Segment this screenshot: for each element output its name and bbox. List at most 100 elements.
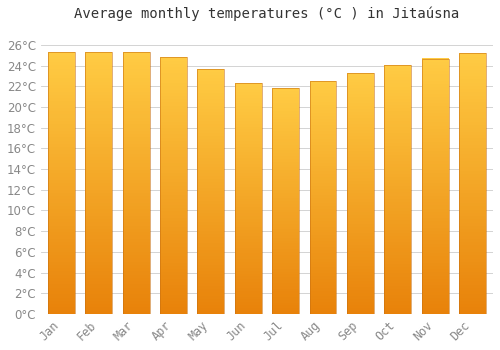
Bar	[459, 53, 486, 57]
Bar	[160, 118, 187, 121]
Bar	[347, 293, 374, 296]
Bar	[384, 254, 411, 258]
Bar	[384, 264, 411, 267]
Bar	[384, 280, 411, 283]
Bar	[310, 104, 336, 107]
Bar	[123, 274, 150, 278]
Bar	[235, 288, 262, 291]
Bar	[459, 281, 486, 285]
Bar	[160, 182, 187, 186]
Bar	[160, 279, 187, 282]
Bar	[459, 239, 486, 242]
Bar	[272, 173, 299, 176]
Bar	[86, 278, 112, 281]
Bar	[86, 114, 112, 118]
Bar	[347, 287, 374, 290]
Bar	[48, 140, 75, 144]
Bar	[384, 177, 411, 180]
Bar	[384, 152, 411, 155]
Bar	[198, 286, 224, 289]
Bar	[198, 197, 224, 201]
Bar	[198, 250, 224, 253]
Bar	[347, 85, 374, 88]
Bar	[459, 131, 486, 135]
Bar	[310, 215, 336, 218]
Bar	[123, 55, 150, 59]
Bar	[235, 138, 262, 141]
Bar	[48, 206, 75, 209]
Bar	[310, 224, 336, 227]
Bar	[86, 268, 112, 271]
Bar	[347, 241, 374, 245]
Bar	[310, 235, 336, 238]
Bar	[48, 245, 75, 248]
Bar	[198, 148, 224, 152]
Bar	[459, 135, 486, 138]
Bar	[347, 253, 374, 257]
Bar	[48, 72, 75, 75]
Bar	[347, 73, 374, 76]
Bar	[459, 275, 486, 278]
Bar	[235, 224, 262, 228]
Bar	[160, 234, 187, 237]
Bar	[310, 308, 336, 311]
Bar	[198, 69, 224, 72]
Bar	[48, 121, 75, 124]
Bar	[86, 88, 112, 92]
Bar	[123, 131, 150, 134]
Bar	[310, 192, 336, 195]
Bar	[272, 302, 299, 306]
Bar	[384, 276, 411, 280]
Bar	[160, 102, 187, 106]
Bar	[235, 271, 262, 274]
Bar	[123, 193, 150, 196]
Bar	[459, 148, 486, 151]
Bar	[422, 275, 448, 279]
Bar	[422, 301, 448, 304]
Bar	[310, 267, 336, 270]
Bar	[272, 294, 299, 297]
Bar	[347, 172, 374, 175]
Bar	[198, 103, 224, 106]
Bar	[272, 277, 299, 280]
Bar	[459, 73, 486, 76]
Bar	[310, 174, 336, 177]
Bar	[198, 194, 224, 197]
Bar	[48, 278, 75, 281]
Bar	[160, 154, 187, 157]
Bar	[86, 203, 112, 206]
Bar	[459, 265, 486, 268]
Bar	[272, 269, 299, 272]
Bar	[272, 254, 299, 258]
Bar	[160, 125, 187, 128]
Bar	[123, 268, 150, 271]
Bar	[86, 108, 112, 111]
Bar	[198, 136, 224, 139]
Bar	[235, 273, 262, 276]
Bar	[48, 212, 75, 216]
Bar	[235, 296, 262, 300]
Bar	[459, 145, 486, 148]
Bar	[384, 205, 411, 208]
Bar	[86, 261, 112, 265]
Bar	[86, 180, 112, 183]
Bar	[198, 124, 224, 127]
Bar	[160, 266, 187, 269]
Bar	[459, 105, 486, 109]
Bar	[459, 232, 486, 236]
Bar	[459, 164, 486, 167]
Bar	[310, 186, 336, 189]
Bar	[272, 136, 299, 139]
Bar	[235, 100, 262, 104]
Bar	[422, 122, 448, 126]
Bar	[235, 299, 262, 302]
Bar	[123, 82, 150, 85]
Bar	[384, 65, 411, 314]
Bar	[422, 119, 448, 122]
Bar	[310, 145, 336, 148]
Bar	[384, 80, 411, 83]
Bar	[347, 278, 374, 281]
Bar	[459, 183, 486, 187]
Bar	[459, 63, 486, 66]
Bar	[422, 103, 448, 106]
